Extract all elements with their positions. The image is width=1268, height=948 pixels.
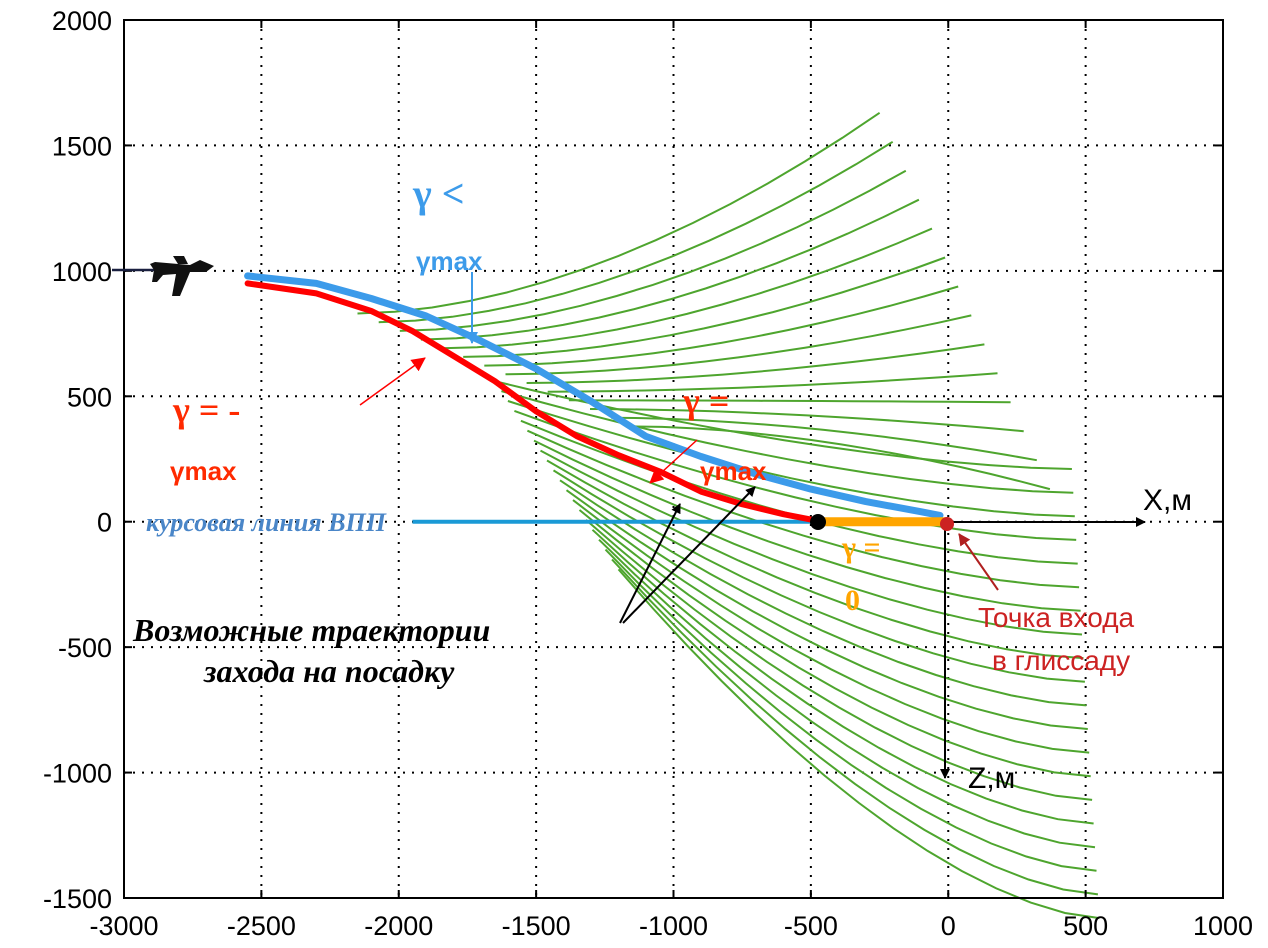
gamma-less-max-curve [244, 272, 944, 519]
gamma-lt-label-1: γ < [412, 171, 465, 216]
gamma-zero-label-2: 0 [845, 584, 860, 617]
possible-trajectory [540, 449, 1083, 636]
possible-trajectory [463, 256, 946, 358]
x-tick-label: 0 [941, 911, 956, 941]
axis-ticks: -3000 -2500 -2000 -1500 -1000 -500 0 500 1000 200… [43, 6, 1253, 941]
gamma-zero-label-1: γ = [841, 531, 881, 564]
x-tick-label: -1000 [639, 911, 708, 941]
possible-trajectory [611, 416, 1037, 462]
possible-trajectory [533, 439, 1081, 612]
possible-trajectories-fan [357, 111, 1100, 920]
possible-trajectory [484, 285, 959, 367]
y-tick-label: 1500 [52, 131, 112, 161]
possible-trajectory [604, 548, 1097, 872]
y-tick-label: 500 [67, 382, 112, 412]
possible-trajectory [505, 314, 972, 376]
gamma-lt-label-2: γmax [416, 246, 483, 276]
possible-trajectory [526, 429, 1080, 589]
possible-trajectory [585, 519, 1093, 801]
trajectories-arrow-2 [622, 486, 756, 624]
gamma-neg-label-2: γmax [170, 456, 237, 486]
possible-trajectory [357, 111, 881, 315]
entry-point-label-1: Точка входа [978, 602, 1135, 633]
trajectories-arrow-1 [619, 503, 681, 624]
x-tick-label: -3000 [89, 911, 158, 941]
possible-trajectory [572, 499, 1090, 754]
possible-trajectory [591, 529, 1094, 825]
y-tick-label: 2000 [52, 6, 112, 36]
possible-trajectory [568, 399, 1011, 404]
grid-lines [124, 20, 1223, 898]
gamma-minus-max-curve [244, 280, 825, 525]
possible-trajectory [632, 425, 1051, 491]
plot-frame [123, 19, 1224, 899]
trajectories-label-2: захода на посадку [203, 653, 455, 689]
possible-trajectory [565, 489, 1088, 730]
x-tick-label: -1500 [502, 911, 571, 941]
possible-trajectory [552, 469, 1085, 683]
gamma-neg-label-1: γ = - [172, 390, 240, 430]
y-tick-label: -1000 [43, 759, 112, 789]
possible-trajectory [399, 169, 907, 332]
gamma-neg-arrow [359, 357, 426, 406]
trajectories-label-1: Возможные траектории [132, 612, 490, 648]
gamma-eq-label-2: γmax [700, 456, 767, 486]
possible-trajectory [578, 509, 1091, 778]
gamma-eq-label-1: γ = [682, 381, 729, 421]
possible-trajectory [420, 198, 920, 341]
y-tick-label: -1500 [43, 884, 112, 914]
glide-entry-point [940, 517, 954, 531]
y-tick-label: -500 [58, 633, 112, 663]
possible-trajectory [501, 390, 1074, 494]
x-tick-label: 1000 [1193, 911, 1253, 941]
y-tick-label: 1000 [52, 257, 112, 287]
possible-trajectory [514, 409, 1077, 541]
possible-trajectory [589, 408, 1024, 433]
gamma-eq-arrow [649, 439, 698, 484]
possible-trajectory [547, 372, 998, 393]
aircraft-icon [112, 256, 214, 296]
x-tick-label: -500 [784, 911, 838, 941]
possible-trajectory [559, 479, 1087, 707]
x-tick-label: -2500 [227, 911, 296, 941]
possible-trajectory [611, 558, 1099, 896]
runway-label: курсовая линия ВПП [146, 508, 387, 537]
possible-trajectory [442, 227, 933, 350]
z-axis-name: Z,м [968, 762, 1015, 795]
x-tick-label: -2000 [364, 911, 433, 941]
possible-trajectory [546, 459, 1084, 660]
y-tick-label: 0 [97, 508, 112, 538]
entry-point-label-2: в глиссаду [992, 645, 1130, 676]
possible-trajectory [526, 343, 985, 384]
possible-trajectory [507, 400, 1075, 518]
x-axis-name: X,м [1143, 484, 1192, 517]
entry-point-arrow [958, 533, 999, 591]
possible-trajectory [598, 538, 1096, 849]
possible-trajectory [378, 140, 894, 324]
descent-end-point [810, 514, 826, 530]
x-tick-label: 500 [1063, 911, 1108, 941]
